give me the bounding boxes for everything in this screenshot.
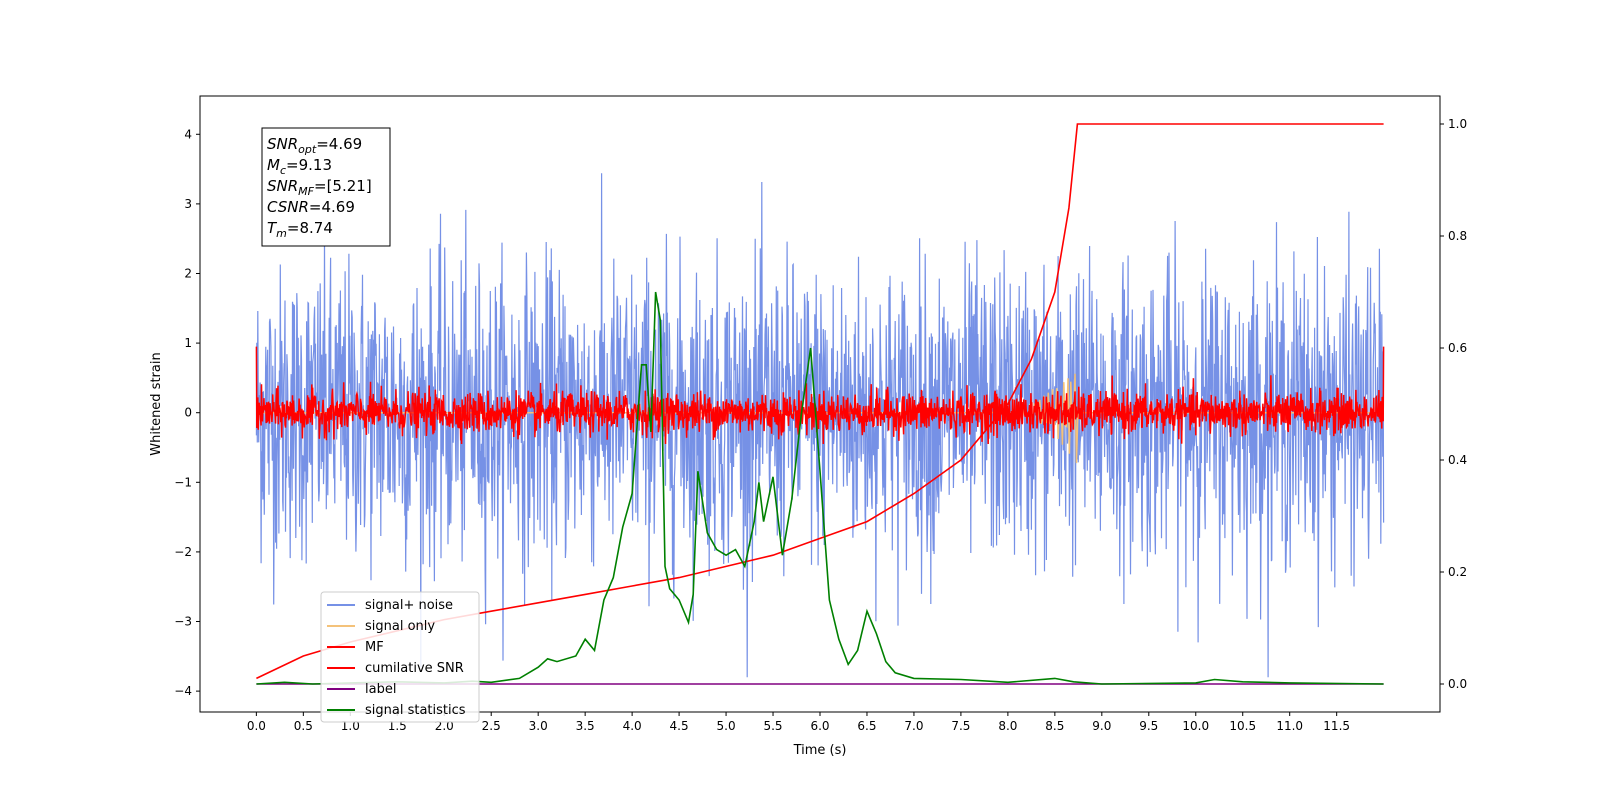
annotation-symbol: SNR (267, 177, 298, 195)
y-left-tick-label: −3 (174, 615, 192, 629)
x-tick-label: 8.0 (998, 719, 1017, 733)
y-left-tick-label: 3 (184, 197, 192, 211)
series-signal-statistics-line (256, 291, 1384, 685)
x-tick-label: 8.5 (1045, 719, 1064, 733)
annotation-line: SNRopt=4.69 (267, 135, 362, 156)
annotation-symbol: M (267, 156, 280, 174)
series-mf-line (255, 346, 1385, 445)
y-right-tick-label: 0.0 (1448, 677, 1467, 691)
x-tick-label: 10.5 (1229, 719, 1256, 733)
x-tick-label: 4.5 (670, 719, 689, 733)
x-tick-label: 11.5 (1323, 719, 1350, 733)
x-tick-label: 3.5 (576, 719, 595, 733)
y-left-tick-label: 2 (184, 266, 192, 280)
x-tick-label: 2.5 (482, 719, 501, 733)
annotation-symbol: T (267, 219, 278, 237)
annotation-line: Mc=9.13 (267, 156, 332, 177)
annotation-value: =4.69 (316, 135, 362, 153)
annotation-value: =8.74 (287, 219, 333, 237)
annotation-line: CSNR=4.69 (267, 198, 355, 216)
legend-frame (320, 591, 480, 723)
series-signal-noise-line (255, 173, 1385, 678)
y-left-tick-label: −4 (174, 684, 192, 698)
y-axis-right: 1.0 0.8 0.6 0.4 0.2 0.0 (1440, 117, 1467, 691)
annotation-line: SNRMF=[5.21] (267, 177, 372, 198)
x-tick-label: 5.0 (717, 719, 736, 733)
y-right-tick-label: 0.2 (1448, 565, 1467, 579)
annotation-subscript: MF (298, 185, 314, 198)
y-axis-left: 4 3 2 1 0 −1 −2 −3 −4 (174, 127, 200, 698)
annotation-subscript: c (280, 164, 286, 177)
annotation-value: =[5.21] (314, 177, 372, 195)
legend-label: signal statistics (365, 703, 466, 718)
annotation-symbol: CSNR (267, 198, 309, 216)
annotation-frame (261, 127, 391, 247)
y-axis-label: Whitened strain (149, 352, 164, 455)
annotation-subscript: opt (298, 143, 317, 156)
x-tick-label: 3.0 (529, 719, 548, 733)
x-tick-label: 10.0 (1182, 719, 1209, 733)
y-left-tick-label: 0 (184, 406, 192, 420)
y-right-tick-label: 1.0 (1448, 117, 1467, 131)
legend-label: signal+ noise (365, 598, 453, 613)
y-left-tick-label: −2 (174, 545, 192, 559)
x-axis: 0.0 0.5 1.0 1.5 2.0 2.5 3.0 3.5 4.0 4.5 5.0 5.5 6.0 6… (247, 712, 1350, 733)
x-axis-label: Time (s) (793, 743, 847, 758)
annotation-subscript: m (276, 227, 287, 240)
x-tick-label: 7.0 (904, 719, 923, 733)
y-right-tick-label: 0.4 (1448, 453, 1467, 467)
legend-label: MF (365, 640, 384, 655)
annotation-line: Tm=8.74 (267, 219, 333, 240)
x-tick-label: 4.0 (623, 719, 642, 733)
x-tick-label: 11.0 (1276, 719, 1303, 733)
y-right-tick-label: 0.8 (1448, 229, 1467, 243)
annotation-value: =4.69 (309, 198, 355, 216)
mf-layer (255, 346, 1385, 445)
x-tick-label: 6.0 (810, 719, 829, 733)
annotation-symbol: SNR (267, 135, 298, 153)
y-left-tick-label: 4 (184, 127, 192, 141)
signal-noise-layer (255, 173, 1385, 678)
x-tick-label: 9.0 (1092, 719, 1111, 733)
legend-label: cumilative SNR (365, 661, 464, 676)
x-tick-label: 9.5 (1139, 719, 1158, 733)
x-tick-label: 7.5 (951, 719, 970, 733)
annotation-value: =9.13 (286, 156, 332, 174)
y-right-tick-label: 0.6 (1448, 341, 1467, 355)
legend-label: signal only (365, 619, 435, 634)
x-tick-label: 6.5 (857, 719, 876, 733)
y-left-tick-label: −1 (174, 475, 192, 489)
legend: signal+ noise signal only MF cumilative SNR… (320, 591, 480, 723)
y-left-tick-label: 1 (184, 336, 192, 350)
annotation-box: SNRopt=4.69Mc=9.13SNRMF=[5.21]CSNR=4.69T… (261, 127, 391, 247)
x-tick-label: 5.5 (763, 719, 782, 733)
legend-label: label (365, 682, 396, 697)
x-tick-label: 0.5 (294, 719, 313, 733)
x-tick-label: 0.0 (247, 719, 266, 733)
